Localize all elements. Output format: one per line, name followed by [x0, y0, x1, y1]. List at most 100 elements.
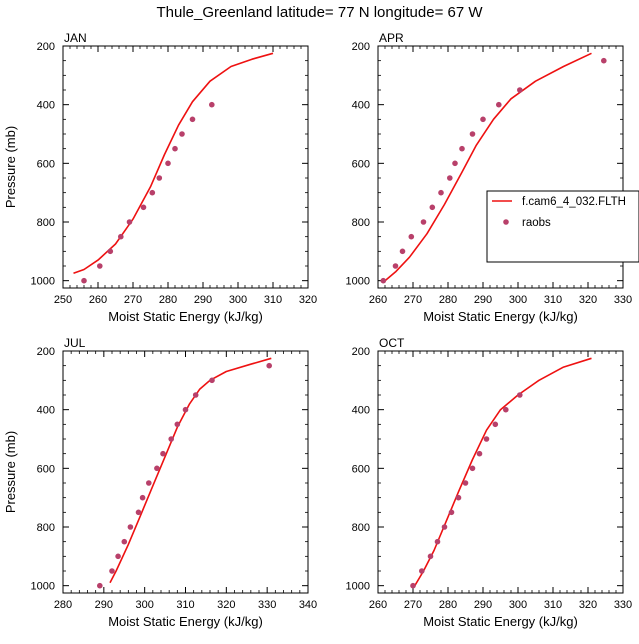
x-tick-label: 290 — [474, 294, 492, 306]
raobs-point — [135, 509, 142, 516]
panel-jan: JAN 250 260 270 280 290 300 310 320 200 400 600 800 1… — [3, 31, 317, 324]
plot-frame — [62, 350, 309, 594]
x-tick-label: 260 — [369, 599, 387, 611]
raobs-point — [165, 160, 171, 167]
plot-frame — [377, 45, 624, 289]
raobs-point — [109, 568, 115, 574]
x-tick-label: 260 — [369, 294, 387, 306]
raobs-point — [81, 277, 87, 284]
x-axis-label: Moist Static Energy (kJ/kg) — [423, 614, 578, 629]
y-tick-label: 400 — [37, 405, 55, 417]
raobs-point — [459, 145, 465, 152]
y-tick-label: 600 — [37, 158, 55, 170]
raobs-point — [427, 553, 434, 560]
panel-label: APR — [379, 31, 404, 45]
raobs-point — [140, 204, 147, 211]
x-tick-label: 320 — [299, 294, 317, 306]
raobs-point — [149, 189, 156, 196]
panel-label: OCT — [379, 336, 405, 350]
x-tick-label: 330 — [614, 599, 632, 611]
x-tick-label: 270 — [404, 294, 422, 306]
raobs-point — [452, 160, 458, 167]
x-tick-label: 330 — [258, 599, 276, 611]
y-tick-label: 800 — [352, 522, 370, 534]
x-tick-label: 290 — [194, 294, 212, 306]
raobs-point — [156, 175, 163, 181]
raobs-point — [517, 392, 523, 398]
x-tick-label: 290 — [474, 599, 492, 611]
x-tick-label: 280 — [439, 599, 457, 611]
raobs-point — [160, 450, 166, 457]
legend-obs-swatch — [503, 219, 509, 225]
raobs-point — [209, 101, 215, 108]
x-tick-label: 320 — [579, 294, 597, 306]
raobs-point — [380, 277, 387, 284]
model-line — [384, 52, 592, 282]
x-tick-label: 300 — [229, 294, 247, 306]
y-tick-label: 800 — [352, 217, 370, 229]
x-tick-label: 310 — [176, 599, 194, 611]
y-tick-label: 600 — [352, 463, 370, 475]
raobs-point — [139, 494, 146, 501]
raobs-point — [503, 406, 509, 413]
raobs-point — [408, 233, 415, 240]
panel-jul: JUL 280 290 300 310 320 330 340 200 400 600 800 1000… — [3, 336, 317, 629]
panel-label: JUL — [64, 336, 86, 350]
raobs-point — [168, 436, 174, 442]
y-tick-label: 600 — [37, 463, 55, 475]
y-tick-label: 200 — [37, 41, 55, 53]
x-tick-label: 300 — [509, 294, 527, 306]
plot-frame — [377, 350, 624, 594]
x-tick-label: 290 — [95, 599, 113, 611]
raobs-point — [182, 406, 189, 413]
raobs-point — [469, 465, 476, 472]
raobs-point — [601, 57, 607, 64]
raobs-point — [174, 421, 181, 428]
raobs-point — [483, 436, 490, 442]
x-axis-label: Moist Static Energy (kJ/kg) — [423, 309, 578, 324]
raobs-point — [517, 87, 523, 93]
y-tick-label: 400 — [352, 100, 370, 112]
legend-box — [486, 190, 639, 263]
raobs-point — [172, 145, 178, 152]
y-tick-label: 800 — [37, 522, 55, 534]
legend-model-label: f.cam6_4_032.FLTH — [522, 196, 626, 208]
raobs-point — [434, 538, 441, 545]
legend: f.cam6_4_032.FLTH raobs — [486, 190, 639, 263]
y-tick-label: 200 — [37, 346, 55, 358]
raobs-point — [392, 263, 399, 269]
legend-obs-label: raobs — [522, 217, 551, 229]
raobs-point — [126, 219, 133, 225]
x-tick-label: 330 — [614, 294, 632, 306]
model-line — [109, 357, 272, 584]
raobs-point — [266, 362, 273, 369]
raobs-point — [127, 524, 134, 530]
y-tick-label: 200 — [352, 346, 370, 358]
y-tick-label: 1000 — [346, 276, 370, 288]
x-axis-label: Moist Static Energy (kJ/kg) — [108, 614, 263, 629]
x-tick-label: 310 — [544, 599, 562, 611]
x-tick-label: 310 — [264, 294, 282, 306]
raobs-point — [115, 553, 121, 560]
x-tick-label: 270 — [124, 294, 142, 306]
plot-frame — [62, 45, 309, 289]
raobs-point — [469, 131, 476, 137]
x-tick-label: 270 — [404, 599, 422, 611]
raobs-point — [146, 480, 152, 486]
panel-oct: OCT 260 270 280 290 300 310 320 330 200 400 600 800 1… — [346, 336, 633, 629]
x-tick-label: 320 — [579, 599, 597, 611]
model-line — [73, 52, 274, 275]
raobs-point — [97, 582, 103, 589]
figure-title: Thule_Greenland latitude= 77 N longitude… — [156, 4, 483, 21]
raobs-point — [410, 582, 416, 589]
raobs-point — [476, 450, 483, 457]
panel-label: JAN — [64, 31, 87, 45]
y-tick-label: 200 — [352, 41, 370, 53]
raobs-point — [399, 248, 406, 255]
x-tick-label: 320 — [217, 599, 235, 611]
raobs-point — [441, 524, 448, 530]
raobs-point — [462, 480, 469, 486]
y-axis-label: Pressure (mb) — [3, 126, 18, 208]
